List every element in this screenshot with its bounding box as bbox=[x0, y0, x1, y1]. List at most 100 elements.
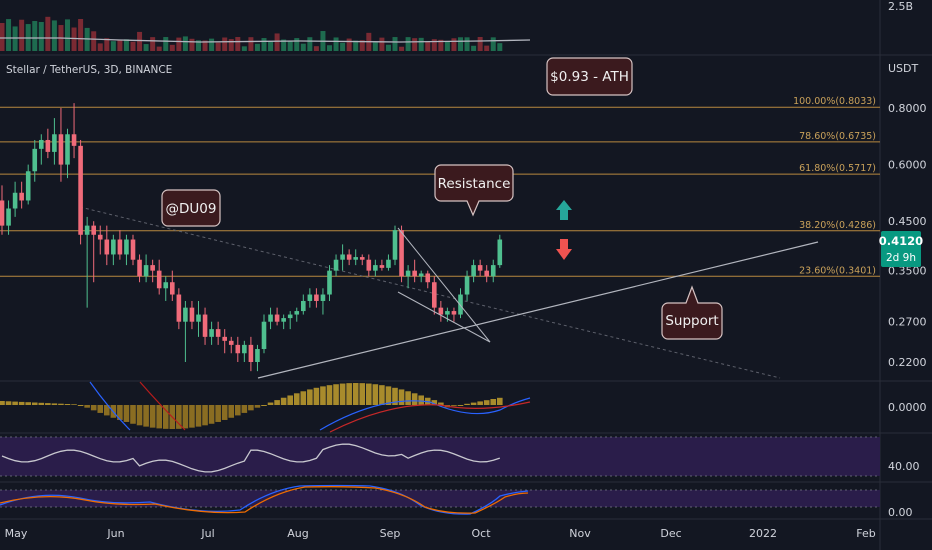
macd-bar bbox=[333, 384, 339, 405]
volume-bar bbox=[19, 19, 25, 51]
volume-bar bbox=[196, 40, 201, 51]
candle bbox=[6, 200, 11, 235]
macd-bar bbox=[418, 395, 424, 405]
volume-bar bbox=[353, 40, 359, 51]
candle bbox=[307, 288, 313, 308]
volume-bar bbox=[228, 39, 234, 51]
volume-bar bbox=[327, 45, 332, 51]
candle bbox=[124, 234, 129, 266]
macd-bar bbox=[470, 402, 477, 405]
volume-bar bbox=[287, 41, 293, 51]
candle bbox=[84, 216, 90, 308]
volume-bar bbox=[464, 37, 470, 51]
volume-bar bbox=[307, 37, 313, 51]
fib-label: 78.60%(0.6735) bbox=[799, 131, 876, 142]
candle bbox=[359, 254, 365, 266]
support-callout[interactable]: Support bbox=[661, 285, 723, 340]
candle bbox=[215, 321, 221, 345]
stoch-d-line bbox=[0, 486, 529, 514]
stoch-k-line bbox=[0, 484, 529, 515]
macd-bar bbox=[221, 405, 228, 420]
support-callout-text: Support bbox=[665, 313, 718, 329]
volume-bar bbox=[346, 38, 352, 51]
candle bbox=[248, 336, 254, 372]
candle bbox=[156, 259, 162, 295]
time-tick-label: 2022 bbox=[749, 527, 777, 540]
macd-bar bbox=[490, 399, 497, 405]
candle bbox=[320, 288, 326, 315]
macd-bar bbox=[228, 405, 235, 418]
macd-bar bbox=[123, 405, 130, 422]
macd-bar bbox=[182, 405, 189, 429]
candle bbox=[366, 254, 372, 277]
volume-bar bbox=[412, 38, 418, 51]
candle bbox=[301, 294, 306, 315]
author-callout[interactable]: @DU09 bbox=[161, 189, 221, 227]
wedge-upper-line[interactable] bbox=[397, 227, 491, 343]
candle bbox=[45, 128, 51, 159]
volume-bar bbox=[431, 39, 437, 51]
candle bbox=[287, 311, 293, 330]
candle bbox=[340, 244, 345, 271]
macd-bar bbox=[267, 402, 274, 405]
volume-bar bbox=[300, 43, 306, 51]
macd-bar bbox=[477, 401, 483, 405]
currency-label: USDT bbox=[888, 62, 919, 75]
price-tick-label: 0.3500 bbox=[888, 265, 927, 278]
volume-bar bbox=[372, 42, 378, 51]
volume-bar bbox=[176, 37, 182, 51]
candle bbox=[294, 307, 300, 322]
candle bbox=[32, 139, 38, 182]
volume-bar bbox=[104, 38, 110, 51]
macd-bar bbox=[202, 405, 208, 426]
candle bbox=[143, 254, 149, 283]
macd-bar bbox=[379, 385, 385, 405]
volume-bar bbox=[405, 37, 411, 51]
fib-label: 61.80%(0.5717) bbox=[799, 163, 876, 174]
volume-bar bbox=[490, 37, 496, 51]
last-price-badge: 0.4120 2d 9h bbox=[879, 231, 923, 267]
candle bbox=[412, 259, 417, 283]
rsi-line bbox=[1, 443, 501, 473]
volume-bar bbox=[137, 31, 143, 51]
volume-bar bbox=[12, 26, 18, 51]
candle bbox=[281, 314, 286, 330]
support-trendline[interactable] bbox=[257, 241, 819, 379]
ath-callout-text: $0.93 - ATH bbox=[550, 69, 629, 85]
macd-bar bbox=[25, 402, 31, 405]
volume-bar bbox=[163, 37, 169, 51]
candle bbox=[176, 288, 182, 330]
macd-bar bbox=[18, 401, 25, 405]
volume-bar bbox=[268, 41, 274, 51]
candle bbox=[183, 300, 188, 362]
volume-bar bbox=[215, 42, 221, 51]
candle bbox=[490, 259, 496, 283]
macd-bar bbox=[385, 386, 392, 405]
resistance-callout[interactable]: Resistance bbox=[434, 164, 514, 217]
candle bbox=[268, 307, 273, 330]
time-tick-label: Oct bbox=[471, 527, 491, 540]
volume-bar bbox=[150, 37, 156, 51]
candle bbox=[196, 300, 201, 337]
stoch-band bbox=[0, 490, 880, 507]
candle bbox=[405, 265, 411, 289]
macd-line-2 bbox=[319, 397, 531, 431]
macd-bar bbox=[483, 400, 490, 405]
candle bbox=[222, 329, 227, 354]
volume-bar bbox=[484, 45, 490, 51]
macd-bar bbox=[58, 403, 64, 405]
candle bbox=[97, 225, 103, 255]
candle bbox=[261, 314, 267, 354]
candle bbox=[235, 336, 241, 362]
wedge-lower-line[interactable] bbox=[397, 291, 491, 343]
candle bbox=[477, 259, 483, 277]
time-axis: May Jun Jul Aug Sep Oct Nov Dec 2022 Feb bbox=[5, 527, 876, 540]
time-tick-label: Jul bbox=[200, 527, 214, 540]
candle bbox=[346, 249, 352, 266]
fib-label: 38.20%(0.4286) bbox=[799, 220, 876, 231]
volume-bar bbox=[379, 37, 385, 51]
volume-bar bbox=[32, 21, 38, 51]
ath-callout[interactable]: $0.93 - ATH bbox=[546, 57, 633, 96]
candle bbox=[163, 276, 169, 301]
